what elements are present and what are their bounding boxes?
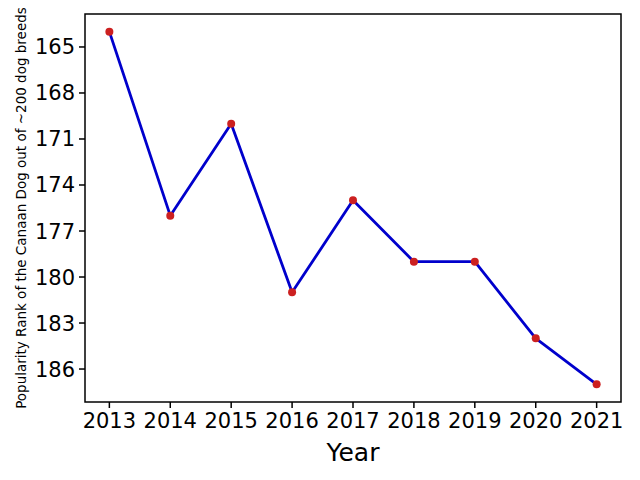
y-tick-label: 165 bbox=[35, 35, 75, 59]
x-tick-label: 2017 bbox=[326, 409, 379, 433]
data-point-marker bbox=[471, 258, 479, 266]
data-point-marker bbox=[349, 196, 357, 204]
y-axis-label: Popularity Rank of the Canaan Dog out of… bbox=[13, 7, 29, 409]
data-point-marker bbox=[593, 380, 601, 388]
y-tick-label: 174 bbox=[35, 173, 75, 197]
plot-border bbox=[85, 14, 621, 402]
x-tick-label: 2019 bbox=[448, 409, 501, 433]
y-tick-label: 168 bbox=[35, 81, 75, 105]
x-tick-label: 2016 bbox=[265, 409, 318, 433]
line-chart: 2013 2014 2015 2016 2017 2018 2019 2020 2021 165 1… bbox=[0, 0, 640, 480]
data-line bbox=[109, 32, 596, 385]
x-axis-label: Year bbox=[326, 438, 381, 467]
data-series-layer bbox=[105, 28, 600, 389]
y-tick-label: 186 bbox=[35, 358, 75, 382]
x-tick-label: 2015 bbox=[204, 409, 257, 433]
y-tick-label: 171 bbox=[35, 127, 75, 151]
chart-figure: 2013 2014 2015 2016 2017 2018 2019 2020 2021 165 1… bbox=[0, 0, 640, 480]
x-tick-label: 2020 bbox=[509, 409, 562, 433]
y-tick-label: 183 bbox=[35, 312, 75, 336]
x-tick-label: 2013 bbox=[83, 409, 136, 433]
data-point-marker bbox=[288, 288, 296, 296]
data-point-marker bbox=[532, 334, 540, 342]
y-tick-label: 180 bbox=[35, 266, 75, 290]
x-tick-label: 2014 bbox=[144, 409, 197, 433]
x-tick-label: 2018 bbox=[387, 409, 440, 433]
data-point-marker bbox=[227, 120, 235, 128]
data-point-marker bbox=[166, 212, 174, 220]
x-tick-label: 2021 bbox=[570, 409, 623, 433]
y-tick-label: 177 bbox=[35, 220, 75, 244]
data-point-marker bbox=[410, 258, 418, 266]
data-point-marker bbox=[105, 28, 113, 36]
